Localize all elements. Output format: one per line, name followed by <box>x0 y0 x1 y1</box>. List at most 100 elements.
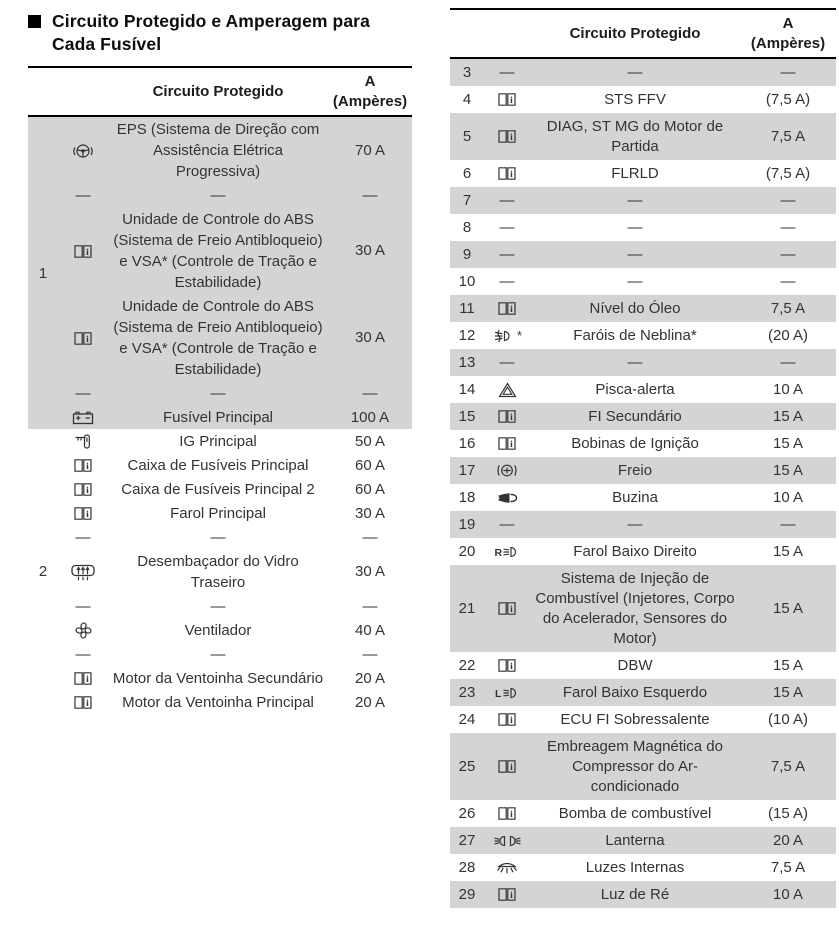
fuse-row: 25 i Embreagem Magnética do Compressor do … <box>450 733 836 800</box>
dash-placeholder: — <box>58 383 108 404</box>
owners-manual-icon: i <box>58 503 108 524</box>
dash-text: — <box>499 515 515 533</box>
svg-text:i: i <box>510 716 513 726</box>
fuse-number: 13 <box>458 353 476 371</box>
dash-text: — <box>75 528 91 546</box>
fuse-number: 21 <box>458 599 476 617</box>
fuse-row: — — — <box>58 642 412 666</box>
fuse-row: 10 — — — <box>450 268 836 295</box>
fuse-row: Fusível Principal 100 A <box>58 405 412 429</box>
fuse-row: 27 Lanterna 20 A <box>450 827 836 854</box>
fuse-number: 7 <box>462 191 472 209</box>
circuit-label: FI Secundário <box>588 407 682 425</box>
circuit-label: — <box>210 384 226 402</box>
fuse-row: 18 Buzina 10 A <box>450 484 836 511</box>
circuit-label: Motor da Ventoinha Principal <box>122 693 314 711</box>
dash-placeholder: — <box>58 527 108 548</box>
amperage-value: — <box>780 191 796 209</box>
low-beam-right-icon: R <box>484 542 530 562</box>
dash-placeholder: — <box>484 218 530 238</box>
circuit-label: FLRLD <box>611 164 659 182</box>
fuse-number: 18 <box>458 488 476 506</box>
svg-text:i: i <box>86 675 89 685</box>
fuse-number: 19 <box>458 515 476 533</box>
dash-placeholder: — <box>484 63 530 83</box>
circuit-label: ECU FI Sobressalente <box>560 710 710 728</box>
amperage-value: 30 A <box>354 563 386 581</box>
right-column: Circuito Protegido A (Ampères) 3 — — — 4 i STS… <box>450 8 836 908</box>
low-beam-left-icon: L <box>484 683 530 703</box>
circuit-label: Farol Baixo Direito <box>573 542 697 560</box>
amperage-value: 20 A <box>354 693 386 711</box>
fuse-row: 12 * Faróis de Neblina* (20 A) <box>450 322 836 349</box>
fuse-number: 15 <box>458 407 476 425</box>
svg-text:i: i <box>510 170 513 180</box>
fuse-number: 9 <box>462 245 472 263</box>
amperage-value: — <box>780 353 796 371</box>
fuse-row: i Farol Principal 30 A <box>58 501 412 525</box>
circuit-label: Bomba de combustível <box>558 804 712 822</box>
fuse-group: 2 IG Principal 50 A i Caixa de Fusíveis Prin… <box>28 429 412 714</box>
fuse-number: 25 <box>458 757 476 775</box>
interior-lights-icon <box>484 858 530 878</box>
circuit-label: Fusível Principal <box>162 408 274 426</box>
fuse-row: Ventilador 40 A <box>58 618 412 642</box>
fuse-number: 20 <box>458 542 476 560</box>
amperage-value: — <box>362 645 378 663</box>
fuse-row: 3 — — — <box>450 59 836 86</box>
icon-asterisk: * <box>516 327 523 343</box>
circuit-label: Nível do Óleo <box>589 299 681 317</box>
dash-text: — <box>499 218 515 236</box>
circuit-label: — <box>627 272 643 290</box>
fuse-row: — — — <box>58 183 412 207</box>
circuit-label: Embreagem Magnética do Compressor do Ar-… <box>547 737 723 795</box>
owners-manual-icon: i <box>58 240 108 261</box>
owners-manual-icon: i <box>58 668 108 689</box>
amperage-value: 30 A <box>354 242 386 260</box>
fuse-number: 29 <box>458 885 476 903</box>
fuse-row: 14 Pisca-alerta 10 A <box>450 376 836 403</box>
fuse-row: 13 — — — <box>450 349 836 376</box>
circuit-label: Freio <box>617 461 653 479</box>
owners-manual-icon: i <box>484 757 530 777</box>
fuse-number: 24 <box>458 710 476 728</box>
section-title: Circuito Protegido e Amperagem para Cada… <box>28 10 412 56</box>
svg-text:i: i <box>86 510 89 520</box>
circuit-label: — <box>627 245 643 263</box>
svg-text:i: i <box>510 763 513 773</box>
amperage-value: — <box>362 186 378 204</box>
fuse-row: 17 Freio 15 A <box>450 457 836 484</box>
dash-placeholder: — <box>484 245 530 265</box>
svg-text:L: L <box>495 688 502 700</box>
circuit-label: Farol Baixo Esquerdo <box>562 683 708 701</box>
owners-manual-icon: i <box>484 299 530 319</box>
owners-manual-icon: i <box>58 455 108 476</box>
hazard-icon <box>484 380 530 400</box>
circuit-label: DBW <box>617 656 653 674</box>
fuse-number: 17 <box>458 461 476 479</box>
owners-manual-icon: i <box>484 710 530 730</box>
circuit-label: Luzes Internas <box>585 858 685 876</box>
svg-text:i: i <box>86 699 89 709</box>
circuit-label: Unidade de Controle do ABS (Sistema de F… <box>113 210 323 291</box>
amperage-value: — <box>780 272 796 290</box>
owners-manual-icon: i <box>58 327 108 348</box>
fuse-row: 28 Luzes Internas 7,5 A <box>450 854 836 881</box>
owners-manual-icon: i <box>484 656 530 676</box>
fuse-number: 3 <box>462 63 472 81</box>
fuse-row: 24 i ECU FI Sobressalente (10 A) <box>450 706 836 733</box>
circuit-label: Desembaçador do Vidro Traseiro <box>137 552 299 591</box>
fuse-number: 10 <box>458 272 476 290</box>
column-header-circuit: Circuito Protegido <box>152 83 284 101</box>
fuse-row: Desembaçador do Vidro Traseiro 30 A <box>58 549 412 594</box>
owners-manual-icon: i <box>484 127 530 147</box>
circuit-label: — <box>627 218 643 236</box>
amperage-value: (10 A) <box>767 710 809 728</box>
svg-text:i: i <box>510 662 513 672</box>
fuse-row: 21 i Sistema de Injeção de Combustível (In… <box>450 565 836 652</box>
dash-text: — <box>499 63 515 81</box>
fog-lights-icon: * <box>484 326 530 346</box>
svg-text:i: i <box>510 810 513 820</box>
amperage-value: 15 A <box>772 683 804 701</box>
owners-manual-icon: i <box>484 434 530 454</box>
